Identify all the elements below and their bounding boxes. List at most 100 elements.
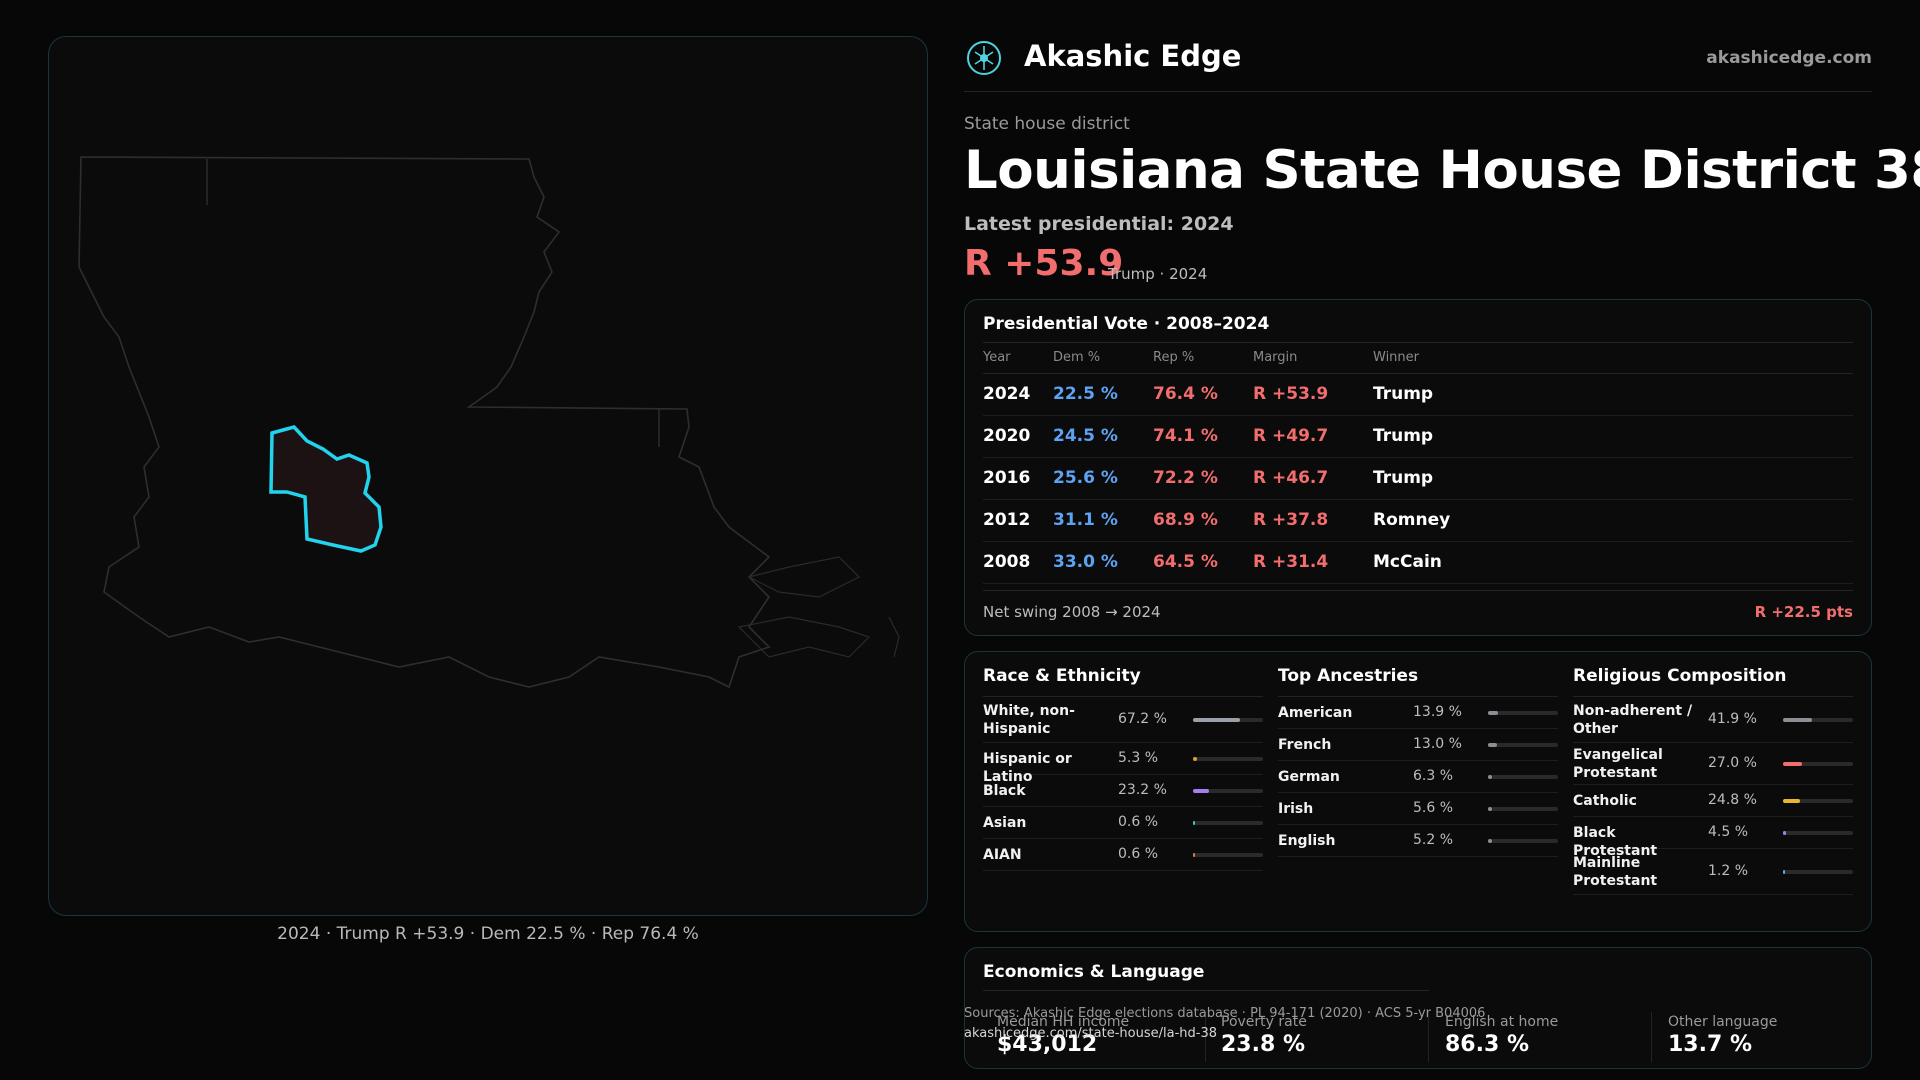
district-map [48, 36, 928, 916]
share-bar [1488, 807, 1558, 811]
item-percent: 0.6 % [1118, 814, 1159, 830]
list-item: Mainline Protestant 1.2 % [1573, 849, 1853, 895]
source-url-link[interactable]: akashicedge.com/state-house/la-hd-38 [964, 1026, 1217, 1041]
net-swing-row: Net swing 2008 → 2024 R +22.5 pts [983, 589, 1853, 626]
item-percent: 24.8 % [1708, 792, 1757, 808]
list-item: French 13.0 % [1278, 729, 1558, 761]
page-title: Louisiana State House District 38 [964, 140, 1920, 201]
divider [1428, 1012, 1429, 1062]
winner-cell: Trump [1373, 415, 1853, 458]
share-bar [1488, 743, 1558, 747]
list-item: Black 23.2 % [983, 775, 1263, 807]
rep-cell: 72.2 % [1153, 457, 1253, 500]
share-bar-fill [1783, 718, 1812, 722]
religion-list: Non-adherent / Other 41.9 % Evangelical Pr… [1573, 697, 1853, 895]
share-bar-fill [1783, 762, 1802, 766]
share-bar [1193, 718, 1263, 722]
table-row: 2008 33.0 % 64.5 % R +31.4 McCain [983, 541, 1853, 584]
item-percent: 4.5 % [1708, 824, 1749, 840]
dem-cell: 25.6 % [1053, 457, 1153, 500]
item-percent: 6.3 % [1413, 768, 1454, 784]
list-item: AIAN 0.6 % [983, 839, 1263, 871]
share-bar-fill [1488, 743, 1497, 747]
share-bar [1783, 762, 1853, 766]
list-item: Non-adherent / Other 41.9 % [1573, 697, 1853, 743]
stat-label: Other language [1668, 1014, 1778, 1030]
latest-presidential-label: Latest presidential: 2024 [964, 213, 1234, 235]
stat-value: $43,012 [997, 1032, 1098, 1057]
stat-label: Median HH income [997, 1014, 1130, 1030]
item-label: Hispanic or Latino [983, 751, 1072, 785]
item-label: Black Protestant [1573, 825, 1658, 859]
share-bar-fill [1193, 853, 1195, 857]
item-label: Asian [983, 815, 1027, 831]
item-percent: 41.9 % [1708, 711, 1757, 727]
sources-text: Sources: Akashic Edge elections database… [964, 1006, 1486, 1021]
share-bar-fill [1193, 789, 1209, 793]
district-type: State house district [964, 114, 1130, 134]
column-header: Dem % [1053, 343, 1153, 374]
card-title: Economics & Language [983, 962, 1429, 991]
item-label: White, non-Hispanic [983, 703, 1075, 737]
year-cell: 2024 [983, 373, 1053, 416]
share-bar-fill [1488, 839, 1492, 843]
economics-card: Economics & Language Median HH income $4… [964, 947, 1872, 1069]
share-bar-fill [1193, 821, 1195, 825]
stat-label: English at home [1445, 1014, 1559, 1030]
district-38-shape [269, 425, 383, 553]
state-outline [78, 156, 771, 689]
item-label: French [1278, 737, 1332, 753]
table-header-row: Year Dem % Rep % Margin Winner [983, 343, 1853, 374]
other-language-stat: Other language 13.7 % [1668, 1014, 1777, 1057]
ancestry-list: American 13.9 % French 13.0 % German 6.3 % Iri… [1278, 697, 1558, 857]
presidential-vote-table: Year Dem % Rep % Margin Winner 2024 22.5… [983, 343, 1853, 584]
item-percent: 0.6 % [1118, 846, 1159, 862]
item-label: Catholic [1573, 793, 1637, 809]
list-item: American 13.9 % [1278, 697, 1558, 729]
list-item: Hispanic or Latino 5.3 % [983, 743, 1263, 785]
item-label: American [1278, 705, 1353, 721]
brand-header: Akashic Edge akashicedge.com [964, 36, 1872, 92]
map-caption: 2024 · Trump R +53.9 · Dem 22.5 % · Rep … [277, 924, 699, 944]
louisiana-map [78, 156, 900, 689]
share-bar-fill [1488, 807, 1492, 811]
dem-cell: 24.5 % [1053, 415, 1153, 458]
list-item: Black Protestant 4.5 % [1573, 817, 1853, 859]
year-cell: 2016 [983, 457, 1053, 500]
poverty-rate-stat: Poverty rate 23.8 % [1221, 1014, 1307, 1057]
share-bar-fill [1783, 799, 1800, 803]
item-percent: 5.2 % [1413, 832, 1454, 848]
brand-url-link[interactable]: akashicedge.com [1706, 48, 1872, 68]
share-bar [1193, 789, 1263, 793]
list-item: Evangelical Protestant 27.0 % [1573, 743, 1853, 785]
share-bar [1193, 821, 1263, 825]
table-row: 2024 22.5 % 76.4 % R +53.9 Trump [983, 373, 1853, 416]
demographics-card: Race & Ethnicity White, non-Hispanic 67.2… [964, 651, 1872, 932]
item-percent: 13.0 % [1413, 736, 1462, 752]
margin-value: R +53.9 [964, 243, 1124, 284]
item-label: Mainline Protestant [1573, 855, 1658, 889]
item-label: Black [983, 783, 1026, 799]
net-swing-label: Net swing 2008 → 2024 [983, 602, 1161, 621]
share-bar [1193, 853, 1263, 857]
stat-value: 13.7 % [1668, 1032, 1752, 1057]
item-percent: 13.9 % [1413, 704, 1462, 720]
share-bar-fill [1488, 775, 1492, 779]
dem-cell: 22.5 % [1053, 373, 1153, 416]
winner-cell: Romney [1373, 499, 1853, 542]
item-label: Evangelical Protestant [1573, 747, 1663, 781]
winner-cell: Trump [1373, 457, 1853, 500]
list-item: English 5.2 % [1278, 825, 1558, 857]
column-header: Margin [1253, 343, 1373, 374]
share-bar [1193, 757, 1263, 761]
share-bar [1783, 718, 1853, 722]
section-title: Race & Ethnicity [983, 666, 1263, 697]
rep-cell: 76.4 % [1153, 373, 1253, 416]
divider [1205, 1012, 1206, 1062]
year-cell: 2012 [983, 499, 1053, 542]
margin-cell: R +49.7 [1253, 415, 1373, 458]
column-header: Winner [1373, 343, 1853, 374]
list-item: Irish 5.6 % [1278, 793, 1558, 825]
item-percent: 1.2 % [1708, 863, 1749, 879]
year-cell: 2020 [983, 415, 1053, 458]
